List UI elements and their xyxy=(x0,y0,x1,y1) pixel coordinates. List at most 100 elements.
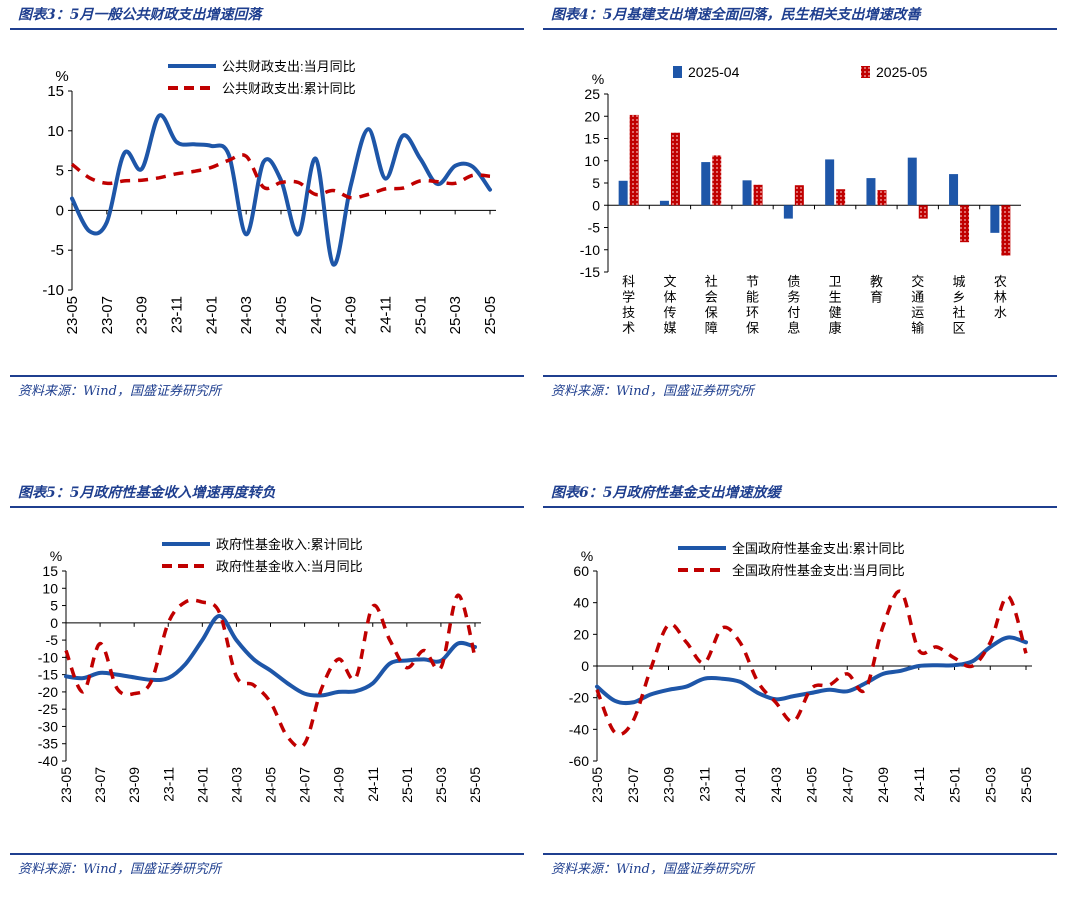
legend-swatch xyxy=(861,66,870,78)
bar-2025-04 xyxy=(907,157,917,206)
x-tick-label: 23-11 xyxy=(696,767,712,802)
y-axis-unit: % xyxy=(581,548,593,564)
bar-2025-05 xyxy=(918,205,928,219)
y-tick-label: 60 xyxy=(573,563,589,579)
category-label: 农林水 xyxy=(994,274,1007,320)
series-line-2 xyxy=(595,589,1028,737)
x-tick-label: 24-11 xyxy=(365,767,381,802)
x-tick-label: 25-05 xyxy=(482,296,499,334)
chart-title: 图表4：5月基建支出增速全面回落，民生相关支出增速改善 xyxy=(551,7,921,23)
y-tick-label: 10 xyxy=(584,153,600,169)
y-tick-label: -35 xyxy=(38,736,58,752)
x-tick-label: 25-03 xyxy=(982,767,998,803)
divider xyxy=(10,28,524,30)
x-tick-label: 24-03 xyxy=(228,767,244,803)
x-tick-label: 24-03 xyxy=(238,296,255,334)
bar-2025-05 xyxy=(1001,205,1011,256)
y-tick-label: 0 xyxy=(50,615,58,631)
x-tick-label: 23-05 xyxy=(64,296,81,334)
y-tick-label: -10 xyxy=(580,242,600,258)
x-tick-label: 24-09 xyxy=(875,767,891,803)
x-tick-label: 23-11 xyxy=(160,767,176,802)
x-tick-label: 24-03 xyxy=(768,767,784,803)
x-tick-label: 23-09 xyxy=(134,296,151,334)
legend-label: 公共财政支出:当月同比 xyxy=(222,59,356,74)
bar-2025-04 xyxy=(701,162,711,206)
divider xyxy=(543,506,1057,508)
divider xyxy=(543,28,1057,30)
divider xyxy=(10,506,524,508)
bar-2025-05 xyxy=(629,114,639,206)
bar-2025-05 xyxy=(794,185,804,206)
x-tick-label: 23-05 xyxy=(589,767,605,803)
series-line-1 xyxy=(70,113,492,267)
bar-2025-05 xyxy=(712,155,722,206)
legend-label: 2025-04 xyxy=(688,64,740,80)
source-note: 资料来源：Wind，国盛证券研究所 xyxy=(551,384,754,399)
y-axis-unit: % xyxy=(55,68,68,85)
y-tick-label: 20 xyxy=(573,626,589,642)
series-line-2 xyxy=(64,593,477,749)
x-tick-label: 24-01 xyxy=(732,767,748,803)
y-axis-unit: % xyxy=(50,548,62,564)
y-tick-label: -5 xyxy=(588,220,601,236)
bar-chart-expenditure-categories: -15 -10 -5 0 5 10 15 20 25% 科学技术 文体传媒 社会保障 节能环保 债务付息 卫… xyxy=(580,64,1021,336)
x-tick-label: 23-11 xyxy=(169,296,186,333)
divider xyxy=(543,375,1057,377)
x-tick-label: 23-09 xyxy=(126,767,142,803)
legend-label: 全国政府性基金支出:当月同比 xyxy=(732,563,905,578)
y-tick-label: 0 xyxy=(592,197,600,213)
category-label: 科学技术 xyxy=(622,274,635,336)
x-tick-label: 23-07 xyxy=(99,296,116,334)
bar-2025-04 xyxy=(949,174,959,206)
divider xyxy=(10,853,524,855)
x-tick-label: 24-07 xyxy=(297,767,313,803)
x-tick-label: 25-01 xyxy=(947,767,963,803)
x-tick-label: 23-09 xyxy=(661,767,677,803)
source-note: 资料来源：Wind，国盛证券研究所 xyxy=(18,862,221,877)
x-tick-label: 25-05 xyxy=(467,767,483,803)
x-tick-label: 23-07 xyxy=(625,767,641,803)
y-tick-label: 10 xyxy=(42,580,58,596)
x-tick-label: 24-09 xyxy=(331,767,347,803)
y-tick-label: -25 xyxy=(38,701,58,717)
y-tick-label: 15 xyxy=(584,131,600,147)
x-tick-label: 25-03 xyxy=(433,767,449,803)
category-label: 债务付息 xyxy=(787,274,800,336)
y-tick-label: -30 xyxy=(38,718,58,734)
line-chart-fiscal-expenditure: -10 -5 0 5 10 15% 23-05 23-07 23-09 23-11 24-01 24-… xyxy=(42,59,499,334)
category-label: 教育 xyxy=(870,274,883,305)
x-tick-label: 24-11 xyxy=(378,296,395,333)
bar-2025-04 xyxy=(990,205,1000,233)
bar-2025-05 xyxy=(753,184,763,206)
x-tick-label: 24-07 xyxy=(308,296,325,334)
series-line-2 xyxy=(70,153,491,200)
chart-panel-6: 图表6：5月政府性基金支出增速放缓 -60 -40 -20 0 20 40 60% 23-05… xyxy=(543,478,1057,898)
legend-label: 公共财政支出:累计同比 xyxy=(222,81,356,96)
category-label: 文体传媒 xyxy=(663,274,676,336)
chart-title: 图表5：5月政府性基金收入增速再度转负 xyxy=(18,485,276,501)
y-tick-label: 5 xyxy=(592,175,600,191)
y-axis-unit: % xyxy=(592,71,604,87)
y-tick-label: 25 xyxy=(584,86,600,102)
y-tick-label: -15 xyxy=(38,667,58,683)
category-label: 城乡社区 xyxy=(953,274,966,336)
chart-panel-3: 图表3：5月一般公共财政支出增速回落 -10 -5 0 5 10 15% 23-05 23-0… xyxy=(10,0,524,420)
x-tick-label: 25-05 xyxy=(1018,767,1034,803)
x-tick-label: 25-01 xyxy=(399,767,415,803)
x-tick-label: 24-09 xyxy=(343,296,360,334)
y-tick-label: 15 xyxy=(47,83,64,100)
source-note: 资料来源：Wind，国盛证券研究所 xyxy=(551,862,754,877)
bar-2025-05 xyxy=(836,189,846,206)
x-tick-label: 24-11 xyxy=(911,767,927,802)
bar-2025-04 xyxy=(783,205,793,219)
x-tick-label: 24-01 xyxy=(203,296,220,334)
y-tick-label: 5 xyxy=(56,163,64,180)
bar-2025-04 xyxy=(659,200,669,206)
chart-panel-4: 图表4：5月基建支出增速全面回落，民生相关支出增速改善 -15 -10 -5 0 5 10… xyxy=(543,0,1057,420)
y-tick-label: -15 xyxy=(580,264,600,280)
y-tick-label: -20 xyxy=(569,690,589,706)
legend-label: 政府性基金收入:累计同比 xyxy=(216,537,363,552)
divider xyxy=(10,375,524,377)
y-tick-label: 15 xyxy=(42,563,58,579)
